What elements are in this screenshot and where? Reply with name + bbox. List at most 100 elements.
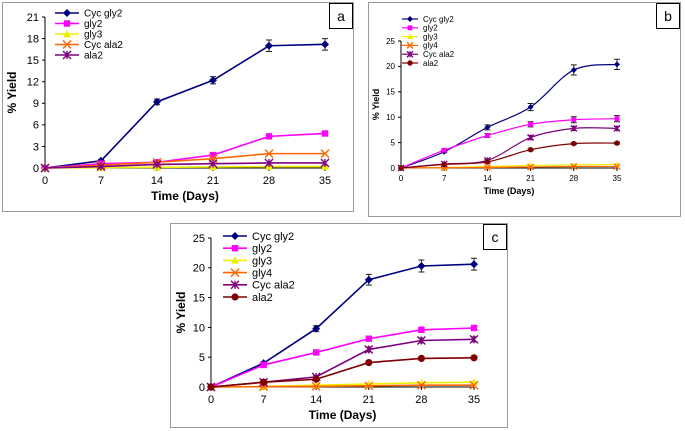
data-point	[614, 116, 620, 122]
data-point	[469, 380, 479, 390]
chart-c-svg: 0 5 10 15 20 25 0 7 14 21 28 35 Time (Days) % Yield Cy…	[174, 231, 480, 422]
data-point	[571, 117, 577, 123]
y-axis-label: % Yield	[371, 89, 381, 121]
data-point	[320, 149, 330, 159]
legend-marker	[407, 60, 413, 66]
x-tick-label: 35	[613, 174, 622, 183]
legend-entry: Cyc ala2	[423, 50, 455, 59]
legend-entry: gly2	[252, 243, 272, 255]
y-axis-label: % Yield	[5, 71, 19, 113]
data-point	[209, 151, 217, 159]
data-point	[441, 147, 447, 153]
data-point	[484, 159, 491, 165]
x-axis-label: Time (Days)	[309, 408, 377, 422]
data-point	[207, 383, 215, 391]
data-point	[40, 163, 50, 173]
legend-entry: gly3	[423, 32, 438, 41]
data-point	[265, 41, 273, 50]
y-tick-label: 10	[193, 322, 205, 334]
y-tick-label: 5	[199, 352, 205, 364]
series-line	[400, 165, 618, 169]
data-point	[208, 159, 218, 169]
legend-marker	[406, 41, 414, 49]
legend-entry: gly4	[423, 41, 438, 50]
panel-label-a: a	[329, 3, 353, 29]
legend-marker	[63, 9, 71, 17]
data-point	[312, 375, 320, 383]
x-tick-label: 21	[207, 175, 219, 187]
series-line	[400, 63, 618, 169]
data-point	[614, 140, 620, 146]
series-ala2	[40, 158, 330, 173]
x-tick-label: 21	[526, 174, 535, 183]
legend-entry: gly2	[423, 24, 438, 33]
data-point	[320, 158, 330, 168]
data-point	[264, 149, 274, 159]
x-tick-label: 21	[363, 394, 375, 406]
series-gly4	[206, 380, 479, 392]
data-point	[470, 354, 478, 362]
legend-marker	[230, 268, 240, 278]
y-tick-label: 25	[386, 37, 395, 46]
data-point	[153, 97, 161, 106]
data-point	[365, 335, 372, 342]
data-point	[416, 336, 426, 346]
y-axis-label: % Yield	[174, 291, 188, 333]
x-axis-label: Time (Days)	[151, 189, 219, 203]
data-point	[483, 163, 491, 171]
chart-panel-b: 0 5 10 15 20 25 0 7 14 21 28 35 Time (Days) % Yield Cy…	[368, 2, 681, 217]
series-line	[210, 338, 475, 388]
series-line	[44, 162, 325, 169]
data-point	[152, 159, 162, 169]
series-line	[400, 118, 618, 169]
x-tick-label: 0	[399, 174, 404, 183]
x-tick-label: 14	[310, 394, 322, 406]
data-point	[364, 381, 374, 391]
data-point	[613, 124, 621, 132]
series-line	[44, 43, 326, 169]
legend-marker	[63, 20, 71, 27]
legend-entry: Cyc gly2	[84, 9, 123, 20]
legend-marker	[62, 50, 72, 60]
legend-marker	[406, 50, 414, 58]
data-point	[527, 104, 534, 111]
data-point	[613, 162, 621, 170]
y-tick-label: 12	[27, 77, 39, 89]
data-point	[417, 262, 426, 271]
legend-entry: Cyc ala2	[252, 280, 295, 292]
y-tick-label: 0	[199, 382, 205, 394]
legend-marker	[231, 232, 239, 240]
legend-entry: gly3	[252, 255, 272, 267]
chart-panel-a: 0 3 6 9 12 15 18 21 0 7 14 21 28 35 Time (Days) % Yield…	[2, 2, 354, 212]
data-point	[527, 134, 535, 142]
chart-a-svg: 0 3 6 9 12 15 18 21 0 7 14 21 28 35 Time (Days) % Yield…	[5, 9, 331, 204]
y-tick-label: 25	[193, 233, 205, 245]
y-tick-label: 3	[33, 141, 39, 153]
data-point	[527, 163, 535, 171]
x-tick-label: 35	[468, 394, 480, 406]
x-tick-label: 7	[442, 174, 447, 183]
data-point	[470, 324, 478, 332]
data-point	[417, 354, 425, 362]
y-tick-label: 20	[193, 263, 205, 275]
data-point	[417, 378, 426, 387]
series-cyc-ala2	[397, 124, 621, 172]
legend-entry: Cyc gly2	[252, 231, 294, 243]
data-point	[418, 326, 425, 333]
legend-marker	[62, 40, 72, 49]
series-cyc-ala2	[40, 149, 330, 173]
x-tick-label: 7	[261, 394, 267, 406]
data-point	[416, 380, 426, 390]
legend-entry: gly4	[252, 267, 272, 279]
x-axis-label: Time (Days)	[484, 186, 535, 196]
data-point	[398, 165, 404, 171]
series-line	[210, 327, 475, 388]
data-point	[570, 66, 577, 73]
x-tick-label: 14	[483, 174, 492, 183]
x-tick-label: 28	[415, 394, 427, 406]
legend-marker	[231, 245, 239, 252]
legend-marker	[407, 16, 413, 22]
y-tick-label: 0	[33, 163, 39, 175]
